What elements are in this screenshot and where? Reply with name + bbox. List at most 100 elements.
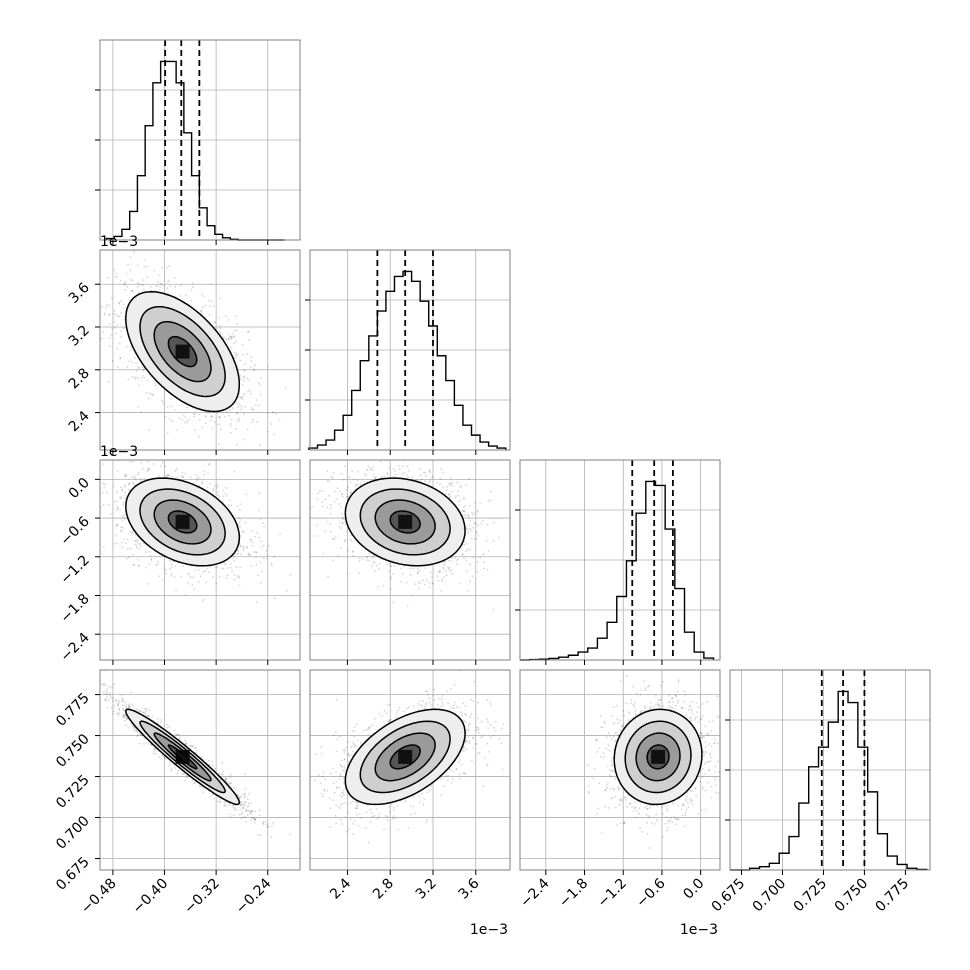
- scatter-point: [109, 337, 112, 339]
- scatter-point: [219, 423, 222, 426]
- scatter-point: [208, 462, 211, 465]
- scatter-point: [253, 551, 255, 553]
- scatter-point: [349, 480, 352, 483]
- scatter-point: [158, 575, 161, 578]
- scatter-point: [448, 566, 451, 569]
- scatter-point: [443, 563, 446, 566]
- panel-backgrounds: [100, 40, 930, 870]
- scatter-point: [233, 336, 236, 338]
- scatter-point: [209, 416, 212, 418]
- scatter-point: [366, 559, 368, 562]
- scatter-point: [133, 376, 136, 378]
- scatter-point: [423, 583, 426, 586]
- scatter-point: [326, 470, 329, 472]
- scatter-point: [475, 522, 477, 525]
- scatter-point: [141, 283, 143, 286]
- histogram-p3: [730, 690, 928, 871]
- scatter-point: [326, 506, 328, 509]
- scatter-point: [233, 470, 236, 473]
- scatter-point: [246, 547, 249, 549]
- scatter-point: [242, 547, 245, 549]
- scatter-point: [375, 476, 377, 479]
- scatter-point: [218, 575, 221, 578]
- scatter-point: [367, 465, 370, 468]
- scatter-point: [143, 376, 146, 379]
- scatter-point: [466, 527, 468, 530]
- scatter-point: [361, 558, 364, 561]
- scatter-point: [137, 472, 140, 474]
- scatter-point: [121, 515, 124, 518]
- scatter-point: [241, 398, 244, 400]
- scatter-point: [259, 444, 262, 446]
- scatter-point: [255, 563, 258, 566]
- scatter-point: [405, 581, 408, 584]
- scatter-point: [441, 471, 444, 474]
- scatter-point: [146, 461, 149, 463]
- scatter-point: [124, 281, 127, 283]
- scatter-point: [393, 565, 395, 567]
- scatter-point: [166, 266, 169, 269]
- scatter-point: [249, 392, 252, 395]
- scatter-point: [113, 543, 115, 545]
- scatter-point: [203, 473, 206, 476]
- scatter-point: [125, 475, 128, 478]
- scatter-point: [218, 325, 221, 327]
- scatter-point: [115, 272, 118, 275]
- scatter-point: [234, 315, 237, 318]
- scatter-point: [161, 399, 163, 402]
- scatter-point: [254, 364, 257, 366]
- scatter-point: [114, 326, 117, 329]
- scatter-point: [439, 483, 441, 485]
- scatter-point: [442, 486, 445, 489]
- scatter-point: [103, 312, 106, 315]
- scatter-point: [208, 299, 210, 302]
- scatter-point: [176, 476, 179, 479]
- scatter-point: [157, 561, 159, 563]
- scatter-point: [417, 568, 419, 570]
- scatter-point: [442, 566, 445, 569]
- scatter-point: [236, 549, 239, 552]
- scatter-point: [332, 559, 334, 562]
- scatter-point: [230, 336, 233, 338]
- scatter-point: [113, 485, 115, 488]
- scatter-point: [169, 560, 171, 562]
- scatter-point: [146, 276, 149, 279]
- scatter-point: [179, 284, 182, 287]
- scatter-point: [431, 583, 434, 585]
- scatter-point: [401, 572, 404, 575]
- scatter-point: [159, 282, 162, 285]
- scatter-point: [334, 536, 337, 538]
- scatter-point: [418, 587, 420, 590]
- scatter-point: [270, 423, 273, 425]
- scatter-point: [243, 413, 246, 415]
- scatter-point: [475, 532, 478, 534]
- scatter-point: [204, 304, 207, 307]
- scatter-point: [266, 430, 269, 433]
- scatter-point: [142, 279, 144, 281]
- scatter-point: [122, 307, 125, 309]
- scatter-point: [243, 379, 246, 381]
- scatter-point: [246, 377, 249, 380]
- scatter-point: [160, 283, 163, 285]
- scatter-point: [132, 553, 135, 556]
- scatter-point: [108, 345, 111, 347]
- scatter-point: [369, 468, 372, 471]
- scatter-point: [119, 280, 122, 282]
- scatter-point: [136, 538, 139, 541]
- scatter-point: [230, 566, 232, 569]
- scatter-point: [372, 466, 375, 468]
- scatter-point: [240, 405, 243, 408]
- scatter-point: [173, 409, 176, 411]
- scatter-point: [144, 551, 147, 553]
- scatter-point: [463, 497, 465, 499]
- scatter-point: [142, 366, 145, 369]
- scatter-point: [235, 340, 237, 343]
- scatter-point: [477, 534, 479, 537]
- scatter-point: [249, 554, 252, 557]
- scatter-point: [469, 527, 471, 530]
- scatter-point: [110, 513, 112, 515]
- scatter-point: [279, 532, 281, 535]
- scatter-point: [139, 542, 142, 545]
- scatter-point: [250, 530, 253, 532]
- scatter-point: [229, 335, 232, 338]
